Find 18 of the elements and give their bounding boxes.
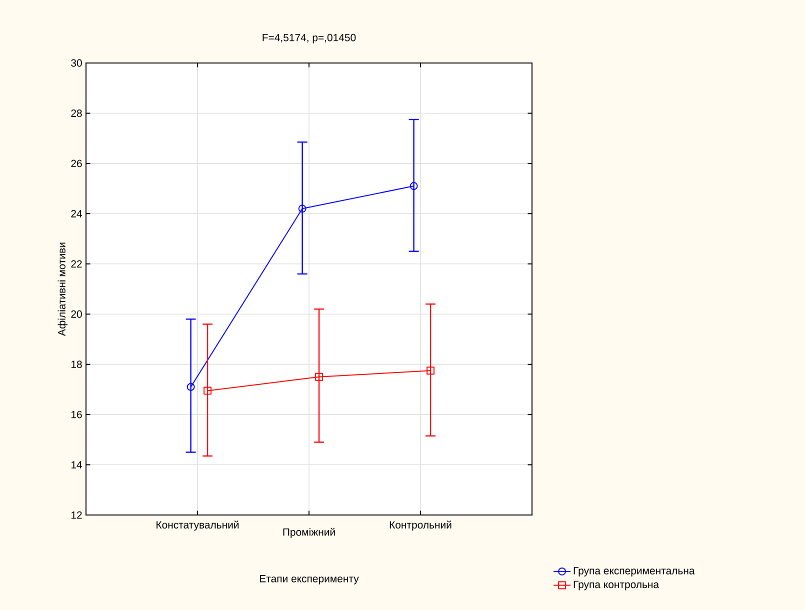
legend-label: Група контрольна (574, 580, 660, 590)
x-tick-label: Контрольний (390, 520, 452, 531)
y-tick-label: 12 (71, 511, 82, 519)
x-tick-label: Проміжний (283, 528, 335, 538)
y-tick-label: 20 (71, 310, 82, 318)
y-tick-label: 14 (71, 461, 82, 468)
x-axis-title: Етапи експерименту (260, 575, 359, 584)
y-axis-title: Афіліативні мотиви (58, 242, 68, 336)
x-tick-label: Констатувальний (156, 520, 239, 531)
y-tick-label: 22 (71, 260, 82, 268)
y-tick-label: 30 (71, 59, 82, 67)
y-tick-label: 16 (71, 410, 82, 418)
chart-title: F=4,5174, p=,01450 (262, 34, 356, 44)
legend-label: Група експериментальна (574, 567, 695, 576)
y-tick-label: 18 (71, 360, 82, 368)
y-tick-label: 26 (71, 160, 82, 168)
y-tick-label: 28 (71, 110, 82, 117)
y-tick-label: 24 (71, 210, 82, 218)
